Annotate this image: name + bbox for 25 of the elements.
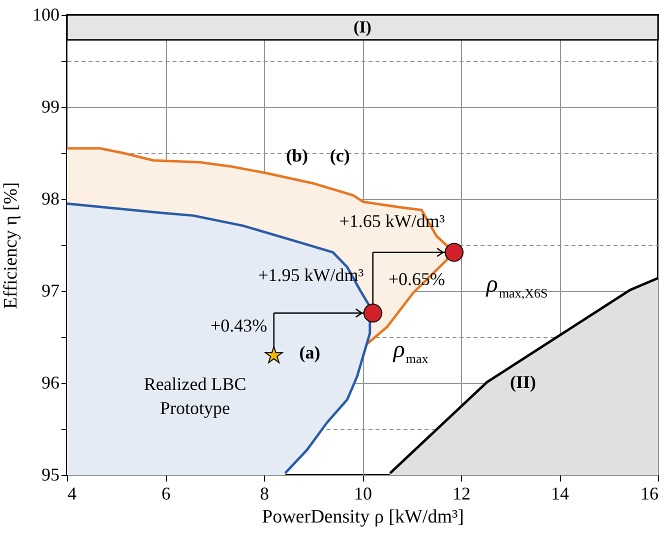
y-tick-label: 98 (42, 188, 60, 208)
point (264, 346, 283, 364)
y-tick-label: 97 (42, 280, 60, 300)
y-tick-label: 99 (42, 96, 60, 116)
point (444, 242, 464, 262)
y-tick-label: 95 (42, 464, 60, 484)
annotation: Realized LBC Prototype (144, 374, 246, 418)
x-tick-label: 12 (452, 484, 470, 504)
annotation: +0.43% (210, 315, 268, 336)
annotation: (II) (510, 372, 536, 392)
annotation: (c) (330, 146, 350, 166)
x-tick-label: 10 (354, 484, 372, 504)
y-axis-title: Efficiency η [%] (0, 182, 22, 309)
annotation: (b) (286, 146, 308, 166)
x-tick-label: 8 (260, 484, 269, 504)
x-tick-label: 6 (162, 484, 170, 504)
x-axis-title: PowerDensity ρ [kW/dm³] (262, 506, 464, 528)
point (363, 304, 382, 323)
annotation: (a) (299, 342, 320, 363)
x-tick-label: 16 (640, 484, 658, 504)
band-label: (I) (354, 17, 372, 36)
x-tick-label: 14 (551, 484, 569, 504)
y-tick-label: 96 (42, 372, 60, 392)
y-tick-label: 100 (32, 4, 60, 24)
x-tick-label: 4 (68, 484, 76, 504)
